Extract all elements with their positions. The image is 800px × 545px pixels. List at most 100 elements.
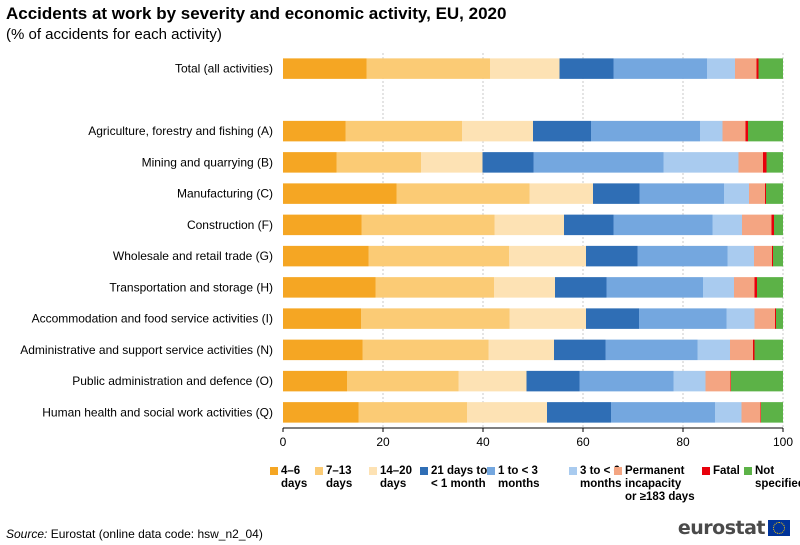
bar-segment [283, 58, 367, 79]
bar-segment [283, 277, 376, 298]
legend-swatch [614, 467, 622, 475]
bar-segment [283, 402, 359, 423]
x-tick-label: 40 [476, 435, 490, 449]
legend-item: Not specified [744, 465, 800, 491]
category-label: Construction (F) [187, 218, 273, 232]
legend-item: 21 days to < 1 month [420, 465, 487, 491]
bar-segment [283, 308, 361, 329]
category-label: Agriculture, forestry and fishing (A) [88, 124, 273, 138]
legend-swatch [420, 467, 428, 475]
bar-segment [358, 402, 467, 423]
bar-segment [763, 152, 767, 173]
bar-segment [760, 402, 761, 423]
bar-segment [772, 245, 773, 267]
bar-segment [754, 339, 783, 361]
bar-segment [375, 277, 494, 298]
bar-segment [488, 339, 554, 361]
chart-title: Accidents at work by severity and econom… [6, 4, 507, 23]
bar-segment [509, 308, 586, 329]
bar-segment [361, 308, 510, 329]
bar-segment [748, 120, 783, 142]
category-label: Human health and social work activities … [42, 405, 273, 419]
bar-segment [396, 183, 530, 204]
bar-segment [761, 402, 783, 423]
bar-segment [458, 370, 527, 392]
eurostat-logo: eurostat [678, 517, 790, 539]
bar-segment [753, 339, 755, 361]
legend-swatch [744, 467, 752, 475]
bar-segment [362, 339, 489, 361]
bar-segment [494, 277, 555, 298]
category-label: Transportation and storage (H) [109, 280, 273, 294]
x-tick-label: 80 [676, 435, 690, 449]
chart-legend: 4–6 days 7–13 days 14–20 days 21 days to < … [270, 465, 800, 510]
source-text: Eurostat (online data code: hsw_n2_04) [50, 527, 263, 541]
bar-segment [700, 120, 723, 142]
bar-segment [726, 308, 755, 329]
bar-segment [637, 245, 728, 267]
category-label: Public administration and defence (O) [72, 374, 273, 388]
bar-segment [738, 152, 763, 173]
eu-flag-icon [768, 520, 790, 536]
bar-segment [462, 120, 533, 142]
bar-segment [639, 308, 727, 329]
bar-segment [758, 58, 783, 79]
bar-segment [345, 120, 462, 142]
bar-segment [283, 120, 346, 142]
bar-segment [283, 339, 363, 361]
bar-segment [554, 339, 606, 361]
bar-segment [559, 58, 614, 79]
x-tick-label: 20 [376, 435, 390, 449]
bar-segment [529, 183, 593, 204]
bar-segment [283, 245, 369, 267]
bar-segment [742, 214, 772, 236]
bar-segment [705, 370, 731, 392]
source-label: Source: [6, 527, 48, 541]
bar-segment [482, 152, 534, 173]
legend-label: 21 days to < 1 month [431, 465, 488, 490]
bar-segment [591, 120, 700, 142]
bar-segment [547, 402, 611, 423]
category-label: Accommodation and food service activitie… [32, 312, 273, 326]
legend-label: 1 to < 3 months [498, 465, 540, 490]
bar-segment [745, 120, 748, 142]
bar-segment [526, 370, 580, 392]
bar-segment [730, 370, 731, 392]
bar-segment [421, 152, 483, 173]
bar-segment [765, 183, 766, 204]
bar-segment [639, 183, 724, 204]
legend-item: 7–13 days [315, 465, 352, 491]
legend-item: Fatal [702, 465, 740, 478]
bar-segment [773, 245, 783, 267]
legend-item: 14–20 days [369, 465, 412, 491]
bar-segment [774, 214, 783, 236]
bar-segment [673, 370, 706, 392]
legend-label: Fatal [713, 465, 740, 477]
bar-segment [611, 402, 715, 423]
category-label: Total (all activities) [175, 62, 273, 76]
bar-segment [336, 152, 421, 173]
bar-segment [347, 370, 459, 392]
legend-swatch [270, 467, 278, 475]
bar-segment [613, 214, 713, 236]
bar-segment [735, 58, 757, 79]
bar-segment [533, 152, 664, 173]
bar-segment [586, 308, 639, 329]
bar-segment [727, 245, 754, 267]
bar-segment [490, 58, 560, 79]
bar-segment [722, 120, 746, 142]
bar-segment [707, 58, 735, 79]
bar-segment [724, 183, 749, 204]
x-tick-label: 60 [576, 435, 590, 449]
bar-segment [283, 183, 397, 204]
category-label: Administrative and support service activ… [20, 343, 273, 357]
legend-label: Not specified [755, 465, 800, 490]
chart-subtitle: (% of accidents for each activity) [6, 26, 222, 43]
bar-segment [776, 308, 783, 329]
legend-label: Permanent incapacity or ≥183 days [625, 465, 695, 503]
x-tick-label: 0 [280, 435, 287, 449]
x-tick-label: 100 [773, 435, 793, 449]
bar-segment [368, 245, 509, 267]
category-label: Wholesale and retail trade (G) [113, 249, 273, 263]
bar-segment [697, 339, 730, 361]
